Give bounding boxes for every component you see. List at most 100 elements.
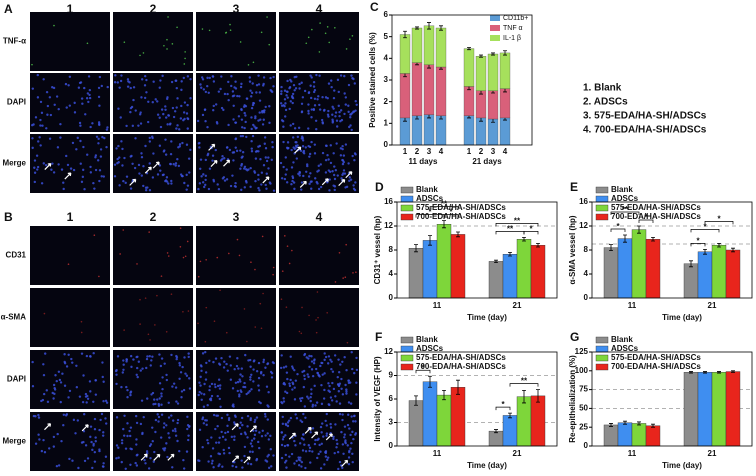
cell-dot: [331, 113, 334, 116]
micrograph: [279, 412, 359, 471]
cell-dot: [126, 85, 130, 88]
cell-dot: [279, 161, 283, 165]
cell-dot: [37, 140, 40, 143]
cell-dot: [335, 142, 338, 145]
cell-dot: [262, 82, 265, 86]
cell-dot: [267, 438, 271, 441]
cell-dot: [142, 184, 145, 188]
cell-dot: [59, 400, 62, 404]
cell-dot: [255, 150, 259, 153]
cell-dot: [308, 449, 311, 453]
row-label: α-SMA: [1, 313, 27, 322]
cell-dot: [354, 432, 358, 435]
bar: [711, 244, 727, 299]
cell-dot: [284, 156, 287, 159]
cell-dot: [152, 80, 155, 83]
x-axis-label: Time (day): [662, 461, 702, 470]
cell-dot: [330, 360, 333, 363]
cell-dot: [42, 392, 46, 396]
cell-dot: [233, 421, 236, 424]
cell-dot: [89, 171, 93, 174]
cell-dot: [71, 459, 74, 462]
cell-dot: [246, 340, 248, 343]
cell-dot: [119, 79, 123, 83]
cell-dot: [354, 100, 357, 103]
cell-dot: [39, 144, 42, 147]
legend-swatch: [400, 345, 414, 353]
cell-dot: [187, 355, 190, 359]
y-tick-label: 5: [384, 32, 389, 41]
cell-dot: [308, 314, 310, 317]
error-bar: [439, 25, 443, 31]
cell-dot: [251, 450, 254, 454]
cell-dot: [342, 169, 346, 172]
cell-dot: [123, 329, 125, 331]
cell-dot: [219, 405, 222, 409]
cell-dot: [113, 163, 117, 166]
cell-dot: [102, 431, 105, 434]
y-tick-label: 2: [384, 97, 389, 106]
cell-dot: [288, 85, 292, 89]
legend-label: 700-EDA/HA-SH/ADSCs: [416, 362, 506, 371]
cell-dot: [257, 83, 261, 86]
bar-segment: [423, 25, 435, 65]
column-label: 3: [233, 2, 240, 16]
cell-dot: [264, 366, 267, 369]
cell-dot: [247, 391, 250, 394]
error-bar: [703, 371, 707, 374]
cell-dot: [102, 380, 105, 383]
cell-dot: [295, 146, 298, 149]
cell-dot: [351, 430, 354, 434]
bar-segment: [499, 117, 511, 146]
cell-dot: [228, 451, 231, 455]
cell-dot: [48, 137, 52, 140]
cell-dot: [204, 378, 208, 381]
cell-dot: [266, 455, 269, 458]
cell-dot: [233, 461, 236, 464]
cell-dot: [243, 308, 246, 310]
cell-dot: [313, 88, 317, 92]
y-tick-label: 9: [389, 371, 394, 380]
cell-dot: [352, 184, 355, 187]
cell-dot: [226, 146, 229, 149]
cell-dot: [265, 172, 268, 175]
cell-dot: [116, 81, 120, 84]
cell-dot: [129, 390, 133, 393]
cell-dot: [282, 400, 286, 403]
cell-dot: [315, 319, 317, 321]
cell-dot: [79, 139, 82, 143]
bar: [408, 400, 424, 447]
cell-dot: [243, 111, 246, 115]
cell-dot: [351, 452, 354, 455]
cell-dot: [120, 439, 124, 442]
cell-dot: [234, 146, 237, 149]
cell-dot: [327, 109, 330, 113]
cell-dot: [201, 352, 205, 355]
cell-dot: [66, 163, 70, 167]
cell-dot: [316, 438, 319, 442]
cell-dot: [122, 368, 125, 371]
cell-dot: [84, 444, 88, 447]
cell-dot: [145, 366, 148, 370]
cell-dot: [64, 82, 68, 86]
cell-dot: [205, 423, 208, 427]
cell-dot: [134, 461, 137, 465]
cell-dot: [319, 364, 322, 368]
cell-dot: [294, 444, 297, 447]
cell-dot: [136, 453, 139, 456]
bar: [530, 395, 546, 447]
cell-dot: [338, 110, 341, 114]
cell-dot: [230, 84, 233, 88]
cell-dot: [348, 179, 351, 183]
cell-dot: [164, 138, 167, 141]
cell-dot: [229, 184, 233, 188]
cell-dot: [293, 398, 297, 401]
panel-label: E: [570, 180, 578, 194]
cell-dot: [325, 434, 328, 437]
cell-dot: [227, 417, 231, 420]
cell-dot: [86, 394, 89, 398]
cell-dot: [292, 83, 296, 87]
cell-dot: [351, 77, 354, 80]
y-tick-label: 125: [575, 347, 589, 356]
micrograph: [196, 12, 276, 71]
